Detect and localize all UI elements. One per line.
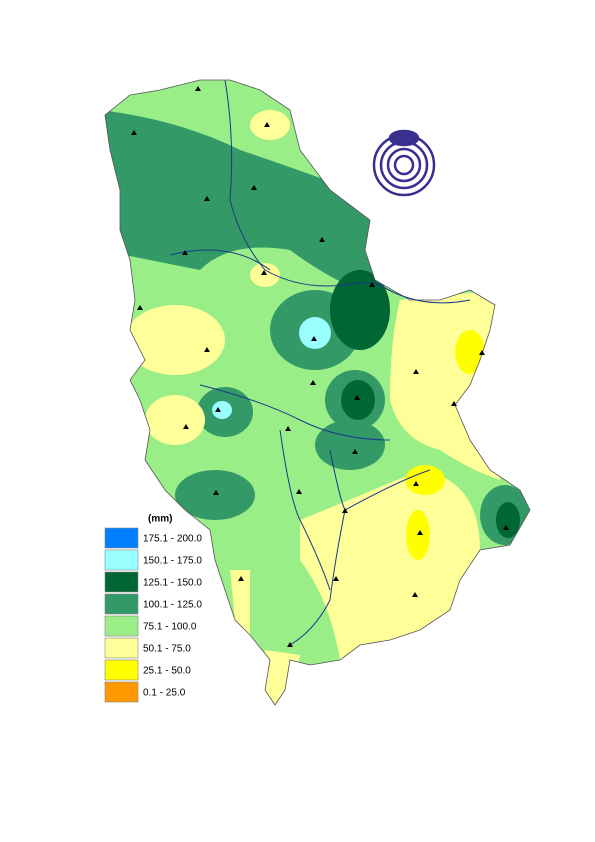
border bbox=[104, 79, 531, 706]
legend-swatch bbox=[104, 527, 139, 549]
legend-label: 50.1 - 75.0 bbox=[143, 644, 191, 655]
legend-swatch bbox=[104, 615, 139, 637]
precipitation-zones bbox=[105, 80, 530, 705]
legend-label: 100.1 - 125.0 bbox=[143, 600, 202, 611]
legend-label: 125.1 - 150.0 bbox=[143, 578, 202, 589]
logo bbox=[372, 129, 436, 197]
rivers bbox=[169, 79, 471, 646]
legend-swatch bbox=[104, 571, 139, 593]
legend-swatch bbox=[104, 549, 139, 571]
legend-title: (mm) bbox=[148, 514, 172, 525]
legend-swatch bbox=[104, 659, 139, 681]
legend-label: 175.1 - 200.0 bbox=[143, 534, 202, 545]
legend-swatch bbox=[104, 681, 139, 703]
legend: 175.1 - 200.0 150.1 - 175.0 125.1 - 150.0 1… bbox=[104, 527, 202, 703]
legend-label: 75.1 - 100.0 bbox=[143, 622, 197, 633]
legend-swatch bbox=[104, 593, 139, 615]
legend-label: 150.1 - 175.0 bbox=[143, 556, 202, 567]
legend-label: 25.1 - 50.0 bbox=[143, 666, 191, 677]
legend-swatch bbox=[104, 637, 139, 659]
legend-label: 0.1 - 25.0 bbox=[143, 688, 186, 699]
